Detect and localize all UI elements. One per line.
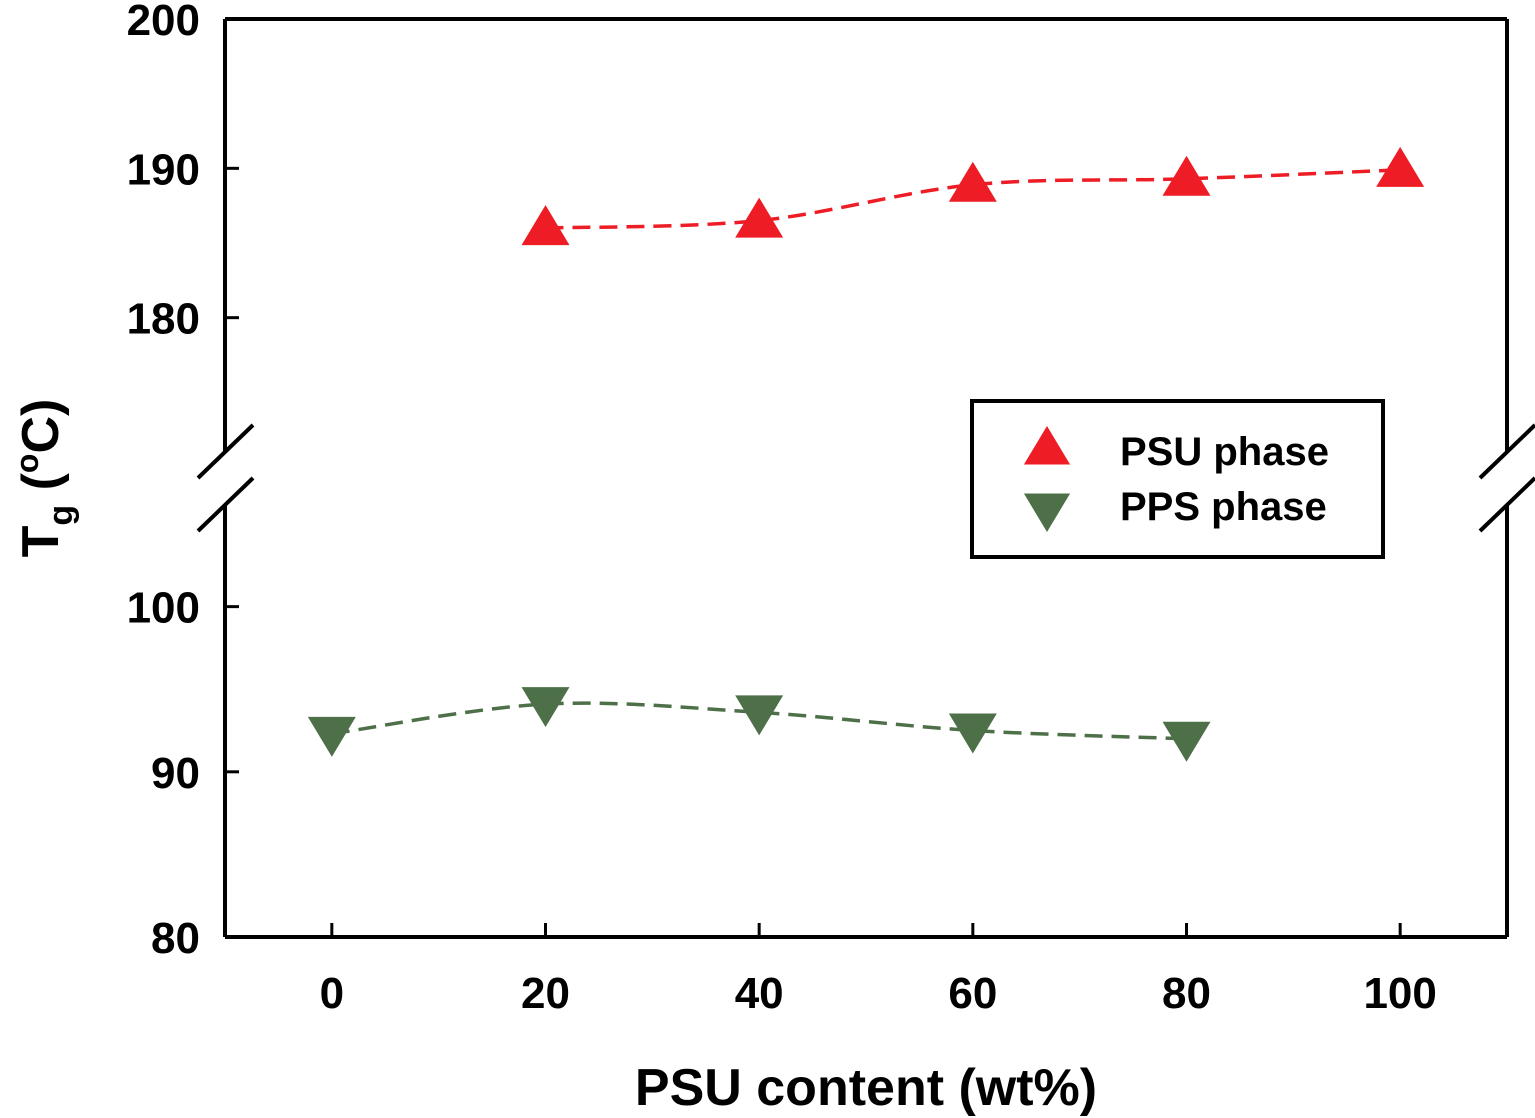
legend-label-pps: PPS phase [1120, 485, 1327, 529]
y-tick-label: 100 [127, 584, 200, 633]
legend-box [970, 399, 1385, 559]
y-tick-label: 180 [127, 295, 200, 344]
data-point-0 [521, 205, 570, 246]
y-tick-label: 190 [127, 145, 200, 194]
series-markers [307, 146, 1425, 762]
axis-break-right-1 [1478, 423, 1535, 480]
legend-pps-marker [1023, 493, 1071, 532]
axis-break-left-2 [196, 476, 255, 533]
axis-ticks [225, 17, 1402, 939]
x-tick-label: 60 [948, 969, 997, 1018]
axis-break-right-2 [1478, 476, 1535, 533]
axis-break-left-1 [196, 423, 255, 480]
x-axis-title: PSU content (wt%) [635, 1059, 1097, 1117]
x-tick-label: 100 [1363, 969, 1436, 1018]
data-point-1 [307, 716, 356, 757]
series-lines [331, 168, 1401, 741]
series-line-1 [331, 701, 1187, 741]
y-tick-label: 80 [151, 914, 200, 963]
series-line-0 [545, 168, 1401, 230]
x-tick-label: 0 [320, 969, 344, 1018]
data-point-1 [521, 687, 570, 728]
data-point-0 [948, 161, 997, 202]
plot-frame [196, 17, 1535, 939]
y-tick-label: 200 [127, 0, 200, 45]
x-tick-label: 20 [521, 969, 570, 1018]
data-point-1 [735, 695, 784, 736]
tick-labels: 0 20 40 60 80 100 180 190 200 80 90 100 [127, 0, 1437, 1018]
x-tick-label: 80 [1162, 969, 1211, 1018]
data-point-1 [1162, 721, 1211, 762]
data-point-0 [1162, 155, 1211, 196]
legend-label-psu: PSU phase [1120, 430, 1329, 474]
legend-psu-marker [1023, 426, 1071, 465]
legend: PSU phase PPS phase [970, 399, 1385, 559]
data-point-0 [1376, 146, 1425, 187]
data-point-1 [948, 713, 997, 754]
x-tick-label: 40 [735, 969, 784, 1018]
data-point-0 [735, 197, 784, 238]
y-axis-title: Tg (oC) [9, 399, 80, 558]
y-tick-label: 90 [151, 749, 200, 798]
